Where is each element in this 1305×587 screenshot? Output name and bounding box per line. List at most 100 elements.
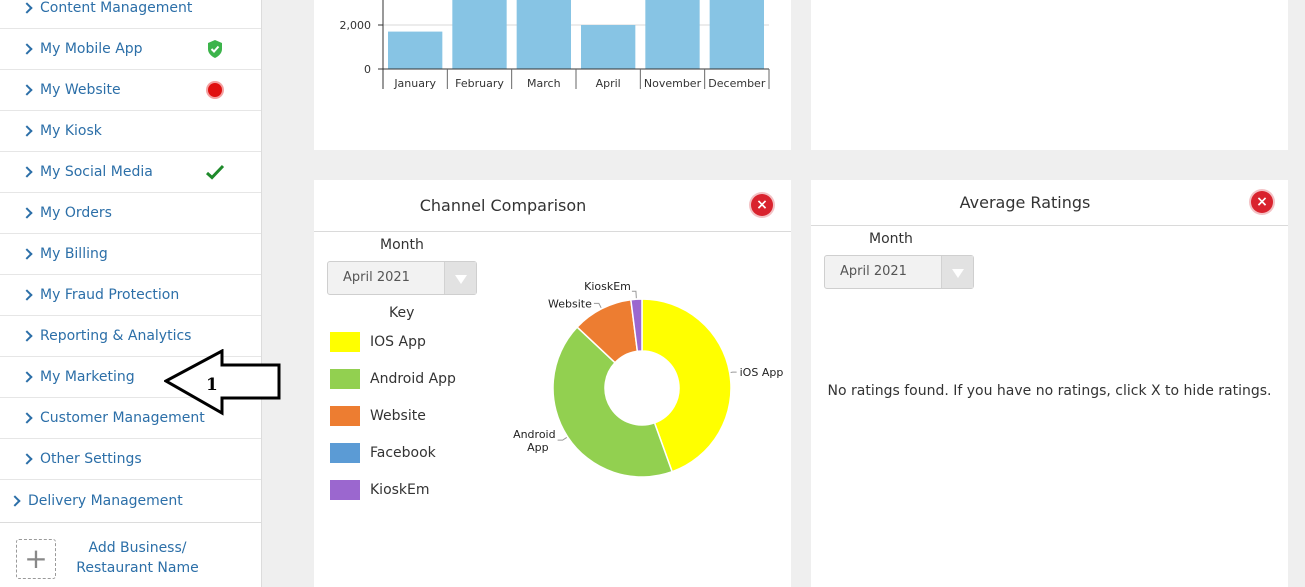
x-tick-label: November (644, 77, 702, 90)
key-item-kioskem: KioskEm (330, 480, 430, 500)
bar-chart: 0 2,000 January February March April November D… (340, 0, 770, 90)
average-ratings-card: Average Ratings × Month April 2021 No ra… (811, 180, 1288, 587)
sidebar-item-my-billing[interactable]: My Billing (0, 234, 261, 275)
shield-check-icon (208, 40, 222, 58)
chevron-right-icon (21, 43, 33, 55)
sidebar-nav: Content Management My Mobile App My Webs… (0, 0, 262, 587)
chevron-right-icon (21, 207, 33, 219)
sales-bar-chart-card: 0 2,000 January February March April November D… (314, 0, 791, 150)
chevron-right-icon (21, 166, 33, 178)
donut-slice (630, 298, 643, 353)
empty-ratings-message: No ratings found. If you have no ratings… (827, 383, 1272, 399)
sidebar-item-label: My Kiosk (40, 123, 102, 139)
key-item-facebook: Facebook (330, 443, 436, 463)
plus-icon[interactable]: + (16, 539, 56, 579)
chevron-down-icon[interactable] (941, 256, 973, 288)
month-select[interactable]: April 2021 (824, 255, 974, 289)
sidebar-item-my-fraud-protection[interactable]: My Fraud Protection (0, 275, 261, 316)
leader-line (557, 436, 568, 441)
sidebar-item-my-mobile-app[interactable]: My Mobile App (0, 29, 261, 70)
slice-label: Android (513, 428, 556, 441)
x-tick-label: December (708, 77, 766, 90)
sidebar-item-label: My Marketing (40, 369, 135, 385)
x-tick-label: March (527, 77, 561, 90)
annotation-number: 1 (206, 375, 218, 395)
bar (645, 0, 700, 70)
sidebar-item-label: Content Management (40, 0, 193, 16)
checkmark-icon (205, 164, 225, 180)
color-swatch (330, 369, 360, 389)
key-item-ios-app: IOS App (330, 332, 426, 352)
sidebar-item-my-website[interactable]: My Website (0, 70, 261, 111)
key-item-website: Website (330, 406, 426, 426)
chevron-right-icon (9, 495, 21, 507)
key-label: Android App (370, 371, 456, 387)
color-swatch (330, 443, 360, 463)
card-title: Channel Comparison (419, 196, 587, 215)
color-swatch (330, 480, 360, 500)
chevron-down-icon[interactable] (444, 262, 476, 294)
x-tick-label: January (393, 77, 436, 90)
sidebar-item-other-settings[interactable]: Other Settings (0, 439, 261, 480)
sidebar-item-label: Other Settings (40, 451, 142, 467)
channel-comparison-card: Channel Comparison × Month April 2021 Ke… (314, 180, 791, 587)
key-label: IOS App (370, 334, 426, 350)
top-right-card (811, 0, 1288, 150)
sidebar-item-label: My Website (40, 82, 121, 98)
card-title: Average Ratings (959, 193, 1091, 212)
card-divider (811, 225, 1288, 226)
slice-label: iOS App (740, 366, 784, 379)
sidebar-item-reporting-analytics[interactable]: Reporting & Analytics (0, 316, 261, 357)
sidebar-item-label: My Social Media (40, 164, 153, 180)
sidebar-item-my-orders[interactable]: My Orders (0, 193, 261, 234)
sidebar-item-label: My Orders (40, 205, 112, 221)
sidebar-item-content-management[interactable]: Content Management (0, 0, 261, 29)
chevron-right-icon (21, 371, 33, 383)
sidebar-item-label: Customer Management (40, 410, 205, 426)
color-swatch (330, 332, 360, 352)
donut-slice (552, 326, 674, 478)
month-label: Month (380, 237, 424, 253)
bar (709, 0, 764, 70)
sidebar-item-label: My Fraud Protection (40, 287, 180, 303)
sidebar-item-customer-management[interactable]: Customer Management (0, 398, 261, 439)
chevron-right-icon (21, 412, 33, 424)
add-business-label-line1: Add Business/ (88, 540, 187, 556)
bar (388, 31, 443, 70)
bar (581, 25, 636, 69)
sidebar-item-my-social-media[interactable]: My Social Media (0, 152, 261, 193)
red-status-dot-icon (206, 81, 224, 99)
month-select[interactable]: April 2021 (327, 261, 477, 295)
color-swatch (330, 406, 360, 426)
sidebar-item-label: My Billing (40, 246, 108, 262)
month-label: Month (869, 231, 913, 247)
key-label: KioskEm (370, 482, 430, 498)
close-icon[interactable]: × (751, 194, 773, 216)
chevron-right-icon (21, 2, 33, 14)
sidebar-item-my-marketing[interactable]: My Marketing (0, 357, 261, 398)
add-business-button[interactable]: + Add Business/ Restaurant Name (0, 523, 261, 587)
sidebar-item-label: My Mobile App (40, 41, 143, 57)
sidebar-item-my-kiosk[interactable]: My Kiosk (0, 111, 261, 152)
month-select-value: April 2021 (840, 264, 907, 279)
chevron-right-icon (21, 125, 33, 137)
close-icon[interactable]: × (1251, 191, 1273, 213)
key-label: Website (370, 408, 426, 424)
chevron-right-icon (21, 330, 33, 342)
add-business-label-line2: Restaurant Name (76, 560, 199, 576)
y-tick-label: 0 (364, 63, 371, 76)
bar (516, 0, 571, 70)
key-item-android-app: Android App (330, 369, 456, 389)
card-divider (314, 231, 791, 232)
month-select-value: April 2021 (343, 270, 410, 285)
leader-line (631, 290, 637, 299)
y-tick-label: 2,000 (340, 19, 372, 32)
sidebar-item-delivery-management[interactable]: Delivery Management (0, 480, 261, 523)
annotation-arrow: 1 (164, 349, 281, 416)
bar (452, 0, 507, 70)
key-label: Facebook (370, 445, 436, 461)
chevron-right-icon (21, 289, 33, 301)
chevron-right-icon (21, 453, 33, 465)
slice-label: App (527, 441, 549, 454)
